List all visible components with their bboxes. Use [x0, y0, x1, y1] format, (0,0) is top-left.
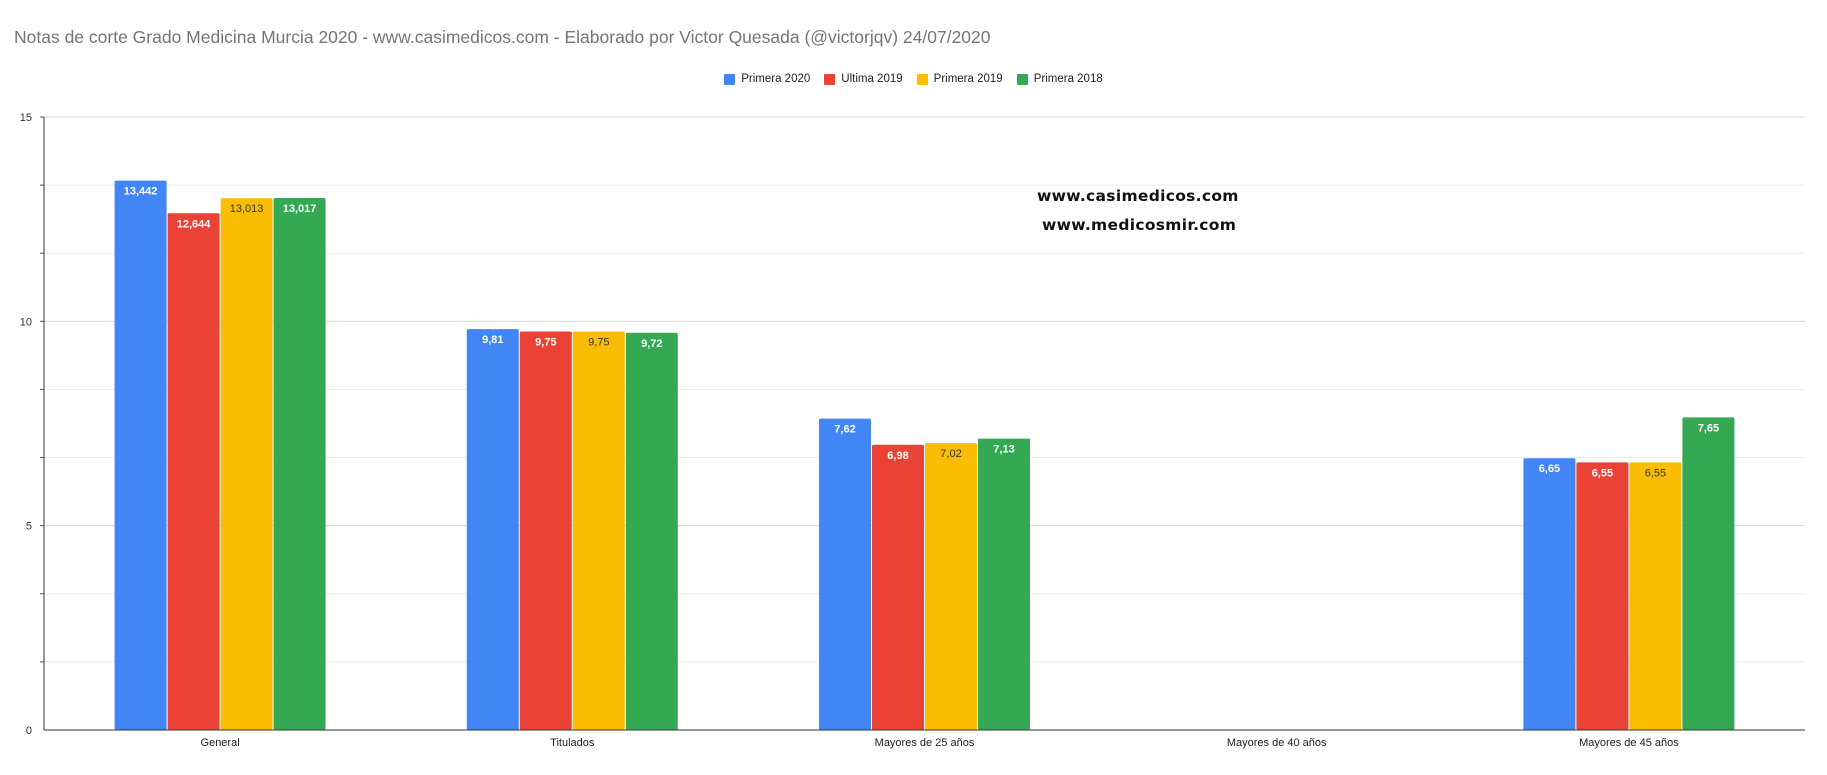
data-label: 6,55 — [1592, 467, 1613, 479]
bar — [978, 438, 1030, 730]
data-label: 6,98 — [887, 450, 908, 462]
x-tick-label: Mayores de 40 años — [1227, 737, 1327, 749]
legend-label: Primera 2020 — [741, 73, 811, 85]
y-tick-label: 0 — [26, 725, 32, 737]
legend-label: Primera 2019 — [933, 73, 1003, 85]
bar — [466, 329, 519, 730]
legend-label: Ultima 2019 — [841, 73, 903, 85]
legend-swatch — [824, 73, 836, 85]
data-label: 13,013 — [230, 203, 264, 215]
data-label: 13,442 — [124, 186, 158, 198]
legend-item-primera-2020[interactable]: Primera 2020 — [724, 73, 810, 85]
y-tick-label: 5 — [26, 521, 32, 533]
data-label: 7,02 — [940, 448, 961, 460]
legend-item-primera-2019[interactable]: Primera 2019 — [916, 73, 1003, 85]
bar — [925, 443, 977, 730]
y-tick-label: 10 — [20, 316, 32, 328]
bar — [273, 198, 326, 731]
legend-item-primera-2018[interactable]: Primera 2018 — [1016, 73, 1103, 85]
bar — [220, 198, 273, 730]
legend-item-ultima-2019[interactable]: Ultima 2019 — [824, 73, 903, 85]
data-label: 9,72 — [641, 338, 662, 350]
data-label: 9,81 — [482, 334, 503, 346]
bar — [167, 213, 220, 730]
bar — [1682, 417, 1735, 730]
x-tick-label: General — [201, 737, 240, 749]
legend-swatch — [1016, 73, 1028, 85]
data-label: 7,62 — [834, 424, 855, 436]
data-label: 12,644 — [177, 218, 212, 230]
data-label: 9,75 — [588, 337, 609, 349]
data-label: 6,55 — [1645, 467, 1666, 479]
y-tick-label: 15 — [20, 112, 32, 124]
bar — [572, 331, 625, 730]
legend-label: Primera 2018 — [1033, 73, 1103, 85]
legend-swatch — [724, 73, 736, 85]
bar — [1523, 458, 1576, 730]
watermark-medicosmir: www.medicosmir.com — [1042, 216, 1237, 234]
x-tick-label: Mayores de 45 años — [1579, 737, 1679, 749]
watermark-casimedicos: www.casimedicos.com — [1037, 187, 1239, 205]
x-tick-label: Titulados — [550, 737, 595, 749]
data-label: 13,017 — [283, 203, 317, 215]
data-label: 7,65 — [1698, 422, 1719, 434]
legend: Primera 2020 Ultima 2019 Primera 2019 Pr… — [0, 73, 1827, 85]
bar — [872, 444, 924, 730]
chart-title: Notas de corte Grado Medicina Murcia 202… — [14, 27, 991, 47]
legend-swatch — [916, 73, 928, 85]
bar — [819, 418, 871, 730]
bar — [1576, 462, 1629, 730]
data-label: 6,65 — [1539, 463, 1560, 475]
bar — [114, 180, 167, 730]
bar — [625, 332, 678, 730]
data-label: 7,13 — [993, 444, 1014, 456]
bar — [519, 331, 572, 730]
bar — [1629, 462, 1682, 730]
x-tick-label: Mayores de 25 años — [875, 737, 975, 749]
data-label: 9,75 — [535, 337, 556, 349]
